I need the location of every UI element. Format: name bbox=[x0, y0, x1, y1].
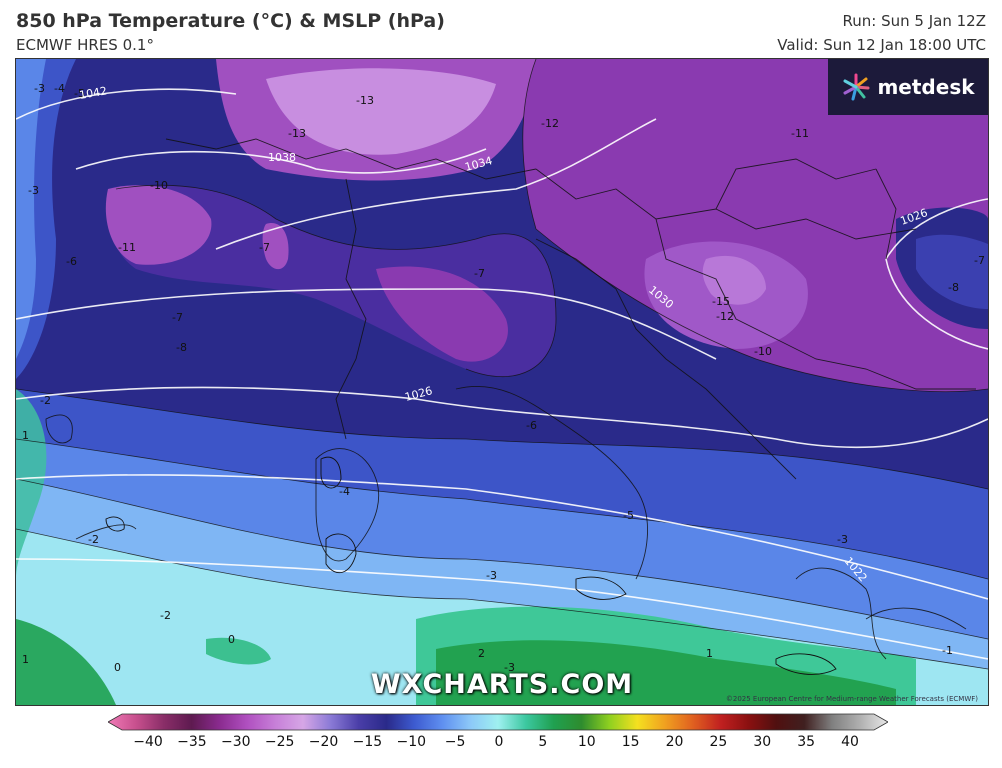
t-label: -13 bbox=[288, 127, 306, 140]
p-label: 1042 bbox=[78, 84, 108, 102]
t-label: -8 bbox=[948, 281, 959, 294]
t-label: -1 bbox=[942, 644, 953, 657]
t-label: -10 bbox=[150, 179, 168, 192]
weather-map[interactable]: -3 -4 -5 -13 -13 -12 -11 -10 -11 -3 -6 -… bbox=[15, 58, 989, 706]
t-label: 1 bbox=[706, 647, 713, 660]
t-label: -12 bbox=[541, 117, 559, 130]
colorbar-tick-label: 40 bbox=[841, 734, 859, 750]
t-label: -3 bbox=[837, 533, 848, 546]
t-label: -7 bbox=[259, 241, 270, 254]
t-label: -2 bbox=[160, 609, 171, 622]
t-label: -10 bbox=[754, 345, 772, 358]
t-label: -6 bbox=[526, 419, 537, 432]
p-label: 1038 bbox=[268, 151, 296, 164]
colorbar-tick-label: −5 bbox=[444, 734, 466, 750]
t-label: -3 bbox=[504, 661, 515, 674]
t-label: 1 bbox=[22, 429, 29, 442]
t-label: -11 bbox=[791, 127, 809, 140]
t-label: -8 bbox=[176, 341, 187, 354]
colorbar-tick-label: 25 bbox=[709, 734, 728, 750]
t-label: -2 bbox=[88, 533, 99, 546]
t-label: -7 bbox=[974, 254, 985, 267]
t-label: -3 bbox=[28, 184, 39, 197]
t-label: -7 bbox=[474, 267, 485, 280]
temperature-contours bbox=[16, 59, 988, 670]
colorbar-tick-label: 15 bbox=[621, 734, 640, 750]
copyright-notice: ©2025 European Centre for Medium-range W… bbox=[725, 695, 978, 703]
temperature-field bbox=[16, 59, 988, 705]
t-label: -12 bbox=[716, 310, 734, 323]
country-borders bbox=[45, 138, 976, 660]
chart-title: 850 hPa Temperature (°C) & MSLP (hPa) bbox=[16, 10, 445, 32]
valid-time: Valid: Sun 12 Jan 18:00 UTC bbox=[777, 36, 986, 54]
colorbar-tick-label: 35 bbox=[797, 734, 816, 750]
colorbar-tick-label: −35 bbox=[177, 734, 207, 750]
colorbar-tick-label: 20 bbox=[665, 734, 684, 750]
colorbar-tick-label: −40 bbox=[133, 734, 163, 750]
colorbar-tick-label: −15 bbox=[352, 734, 383, 750]
wxcharts-watermark: WXCHARTS.COM bbox=[370, 669, 634, 700]
t-label: -5 bbox=[74, 87, 85, 100]
colorbar-tick-label: −25 bbox=[264, 734, 295, 750]
colorbar-tick-label: 0 bbox=[494, 734, 504, 750]
t-label: -15 bbox=[712, 295, 730, 308]
t-label: 0 bbox=[114, 661, 121, 674]
t-label: -6 bbox=[66, 255, 77, 268]
colorbar-tick-label: −30 bbox=[220, 734, 251, 750]
model-subtitle: ECMWF HRES 0.1° bbox=[16, 36, 154, 54]
t-label: -4 bbox=[54, 82, 65, 95]
colorbar-ticks: −40 −35 −30 −25 −20 −15 −10 −5 0 5 10 15 20 25 30 35 40 bbox=[0, 734, 1002, 754]
colorbar-tick-label: 10 bbox=[577, 734, 596, 750]
t-label: 2 bbox=[478, 647, 485, 660]
metdesk-logo: metdesk bbox=[828, 59, 988, 115]
colorbar-tick-label: 5 bbox=[538, 734, 548, 750]
islands bbox=[105, 456, 837, 675]
logo-text: metdesk bbox=[877, 75, 975, 99]
logo-burst-icon bbox=[843, 73, 870, 101]
t-label: 0 bbox=[228, 633, 235, 646]
temperature-labels: -3 -4 -5 -13 -13 -12 -11 -10 -11 -3 -6 -… bbox=[22, 82, 985, 674]
run-time: Run: Sun 5 Jan 12Z bbox=[842, 12, 986, 30]
t-label: 1 bbox=[22, 653, 29, 666]
t-label: -4 bbox=[339, 485, 350, 498]
isobars bbox=[16, 88, 988, 660]
colorbar-tick-label: 30 bbox=[753, 734, 772, 750]
temperature-colorbar bbox=[108, 713, 888, 731]
chart-header: 850 hPa Temperature (°C) & MSLP (hPa) EC… bbox=[0, 0, 1002, 58]
map-svg: -3 -4 -5 -13 -13 -12 -11 -10 -11 -3 -6 -… bbox=[16, 59, 988, 705]
t-label: -3 bbox=[486, 569, 497, 582]
t-label: -2 bbox=[40, 394, 51, 407]
t-label: -13 bbox=[356, 94, 374, 107]
t-label: -11 bbox=[118, 241, 136, 254]
colorbar-tick-label: −20 bbox=[308, 734, 339, 750]
t-label: -3 bbox=[34, 82, 45, 95]
colorbar-tick-label: −10 bbox=[396, 734, 427, 750]
t-label: -5 bbox=[623, 509, 634, 522]
t-label: -7 bbox=[172, 311, 183, 324]
